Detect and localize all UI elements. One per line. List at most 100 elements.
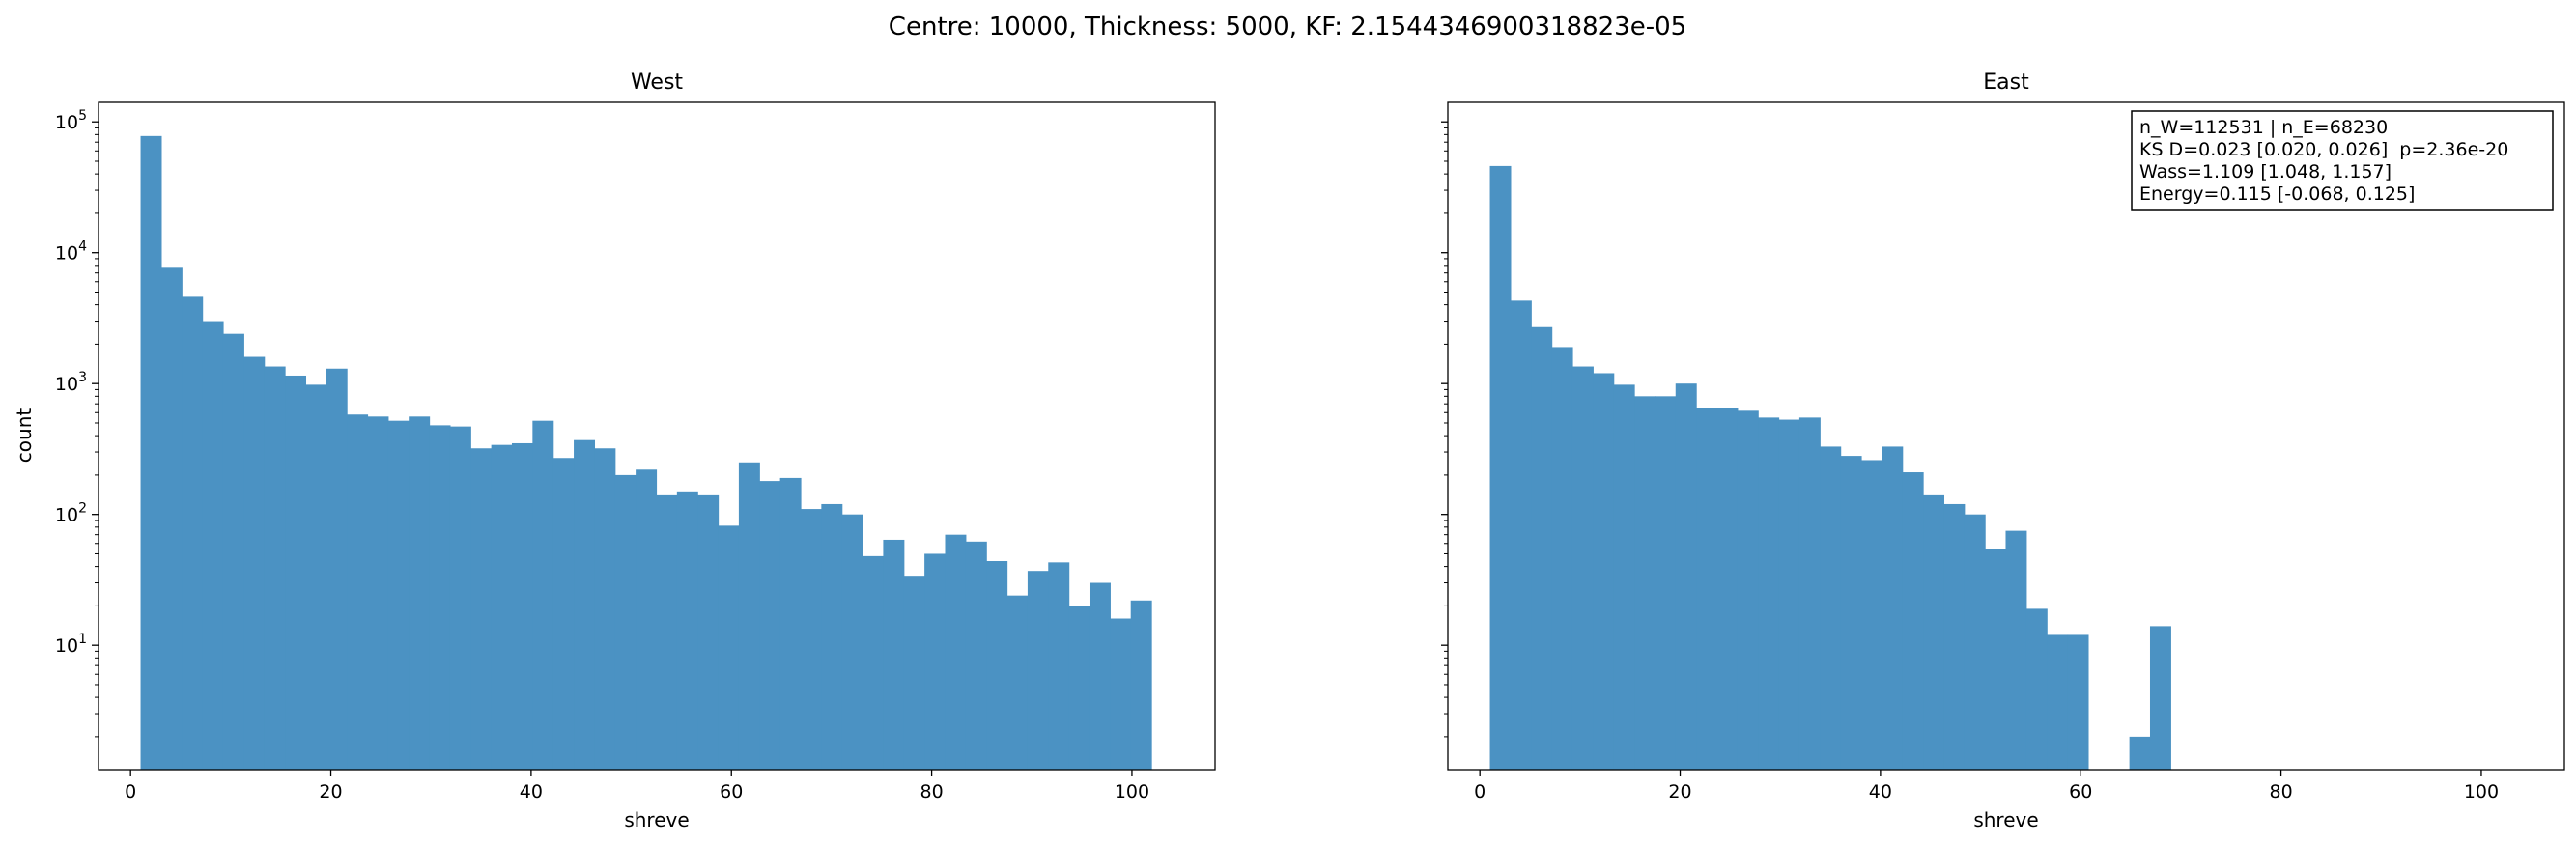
west-bar xyxy=(202,321,224,770)
east-x-tick-label: 0 xyxy=(1474,781,1486,803)
east-bar xyxy=(1737,410,1759,770)
east-bar xyxy=(1675,383,1697,770)
west-x-tick-label: 40 xyxy=(520,781,543,803)
west-bar xyxy=(1110,618,1132,770)
west-ylabel: count xyxy=(13,408,36,464)
west-bar xyxy=(986,561,1008,770)
east-bar xyxy=(1696,408,1718,770)
west-bar xyxy=(387,420,410,770)
west-bar xyxy=(326,368,348,770)
west-xlabel: shreve xyxy=(624,808,689,831)
west-bar xyxy=(697,494,720,770)
east-bar xyxy=(1510,300,1532,770)
stats-line-wass: Wass=1.109 [1.048, 1.157] xyxy=(2139,161,2392,183)
east-y-ticks xyxy=(1441,121,1448,738)
east-bar xyxy=(1613,384,1635,770)
east-bar xyxy=(2047,634,2069,770)
west-bar xyxy=(305,384,327,770)
west-y-tick-label: 104 xyxy=(55,239,87,265)
east-bar xyxy=(1593,373,1615,770)
east-x-ticks: 0 20 40 60 80 100 xyxy=(1474,770,2499,803)
east-bar xyxy=(1571,366,1594,770)
west-bar xyxy=(883,539,905,770)
west-bar xyxy=(821,503,843,770)
west-bar xyxy=(965,541,987,770)
east-x-tick-label: 60 xyxy=(2069,781,2092,803)
east-bar xyxy=(1531,326,1553,770)
east-bar xyxy=(1985,549,2007,770)
west-bar xyxy=(285,375,307,770)
west-bar xyxy=(409,416,431,770)
west-x-tick-label: 20 xyxy=(319,781,342,803)
west-bar xyxy=(347,414,369,770)
west-bar xyxy=(449,426,471,770)
east-x-tick-label: 20 xyxy=(1668,781,1691,803)
west-bar xyxy=(800,509,822,770)
west-x-tick-label: 80 xyxy=(920,781,944,803)
west-bar xyxy=(140,135,162,771)
east-bar xyxy=(1655,396,1677,770)
east-panel: East 0 20 40 60 80 100 shreve n_W=112531 | n_… xyxy=(1441,70,2565,831)
west-bar xyxy=(1006,595,1029,770)
west-bar xyxy=(470,448,493,770)
east-title: East xyxy=(1983,70,2029,95)
east-bar xyxy=(2129,736,2151,770)
east-bar xyxy=(2149,626,2171,770)
west-x-tick-label: 60 xyxy=(720,781,743,803)
west-x-ticks: 0 20 40 60 80 100 xyxy=(125,770,1149,803)
west-bar xyxy=(511,442,533,770)
east-bar xyxy=(1840,456,1862,770)
west-y-tick-label: 103 xyxy=(55,370,87,395)
east-bar xyxy=(2025,608,2048,770)
west-bar xyxy=(759,481,781,770)
west-bar xyxy=(841,514,863,770)
east-bar xyxy=(1634,396,1656,770)
west-bar xyxy=(718,525,740,770)
west-bars xyxy=(140,135,1152,771)
west-bar xyxy=(738,462,760,770)
west-bar xyxy=(243,356,266,770)
stats-line-energy: Energy=0.115 [-0.068, 0.125] xyxy=(2139,183,2415,205)
east-bar xyxy=(1820,446,1842,770)
east-bar xyxy=(2067,634,2089,770)
west-bar xyxy=(429,425,451,770)
west-bar xyxy=(1068,606,1090,770)
west-bar xyxy=(636,469,658,770)
east-bar xyxy=(1964,514,1986,770)
west-bar xyxy=(264,366,286,770)
west-bar xyxy=(779,477,802,770)
east-bar xyxy=(1798,417,1821,770)
figure-suptitle: Centre: 10000, Thickness: 5000, KF: 2.15… xyxy=(889,13,1686,42)
west-bar xyxy=(367,416,389,770)
west-bar xyxy=(924,553,947,770)
west-x-tick-label: 0 xyxy=(125,781,136,803)
east-x-tick-label: 100 xyxy=(2464,781,2499,803)
west-bar xyxy=(182,296,204,770)
west-y-tick-label: 105 xyxy=(55,108,87,133)
east-bar xyxy=(1923,494,1945,770)
west-bar xyxy=(594,448,616,770)
east-bar xyxy=(1489,165,1512,770)
east-bar xyxy=(1943,503,1966,770)
east-bar xyxy=(1860,460,1882,770)
west-y-tick-label: 102 xyxy=(55,501,87,526)
west-bar xyxy=(614,474,637,770)
stats-annotation-box: n_W=112531 | n_E=68230 KS D=0.023 [0.020… xyxy=(2131,110,2554,211)
east-bar xyxy=(1882,446,1904,770)
east-xlabel: shreve xyxy=(1973,808,2038,831)
west-bar xyxy=(945,534,967,770)
west-bar xyxy=(1089,582,1111,770)
east-x-tick-label: 80 xyxy=(2270,781,2293,803)
east-bar xyxy=(1551,347,1573,770)
west-bar xyxy=(532,420,554,770)
west-x-tick-label: 100 xyxy=(1115,781,1149,803)
west-y-tick-label: 101 xyxy=(55,632,87,657)
stats-line-counts: n_W=112531 | n_E=68230 xyxy=(2139,117,2388,138)
east-bar xyxy=(1902,472,1924,770)
east-bars xyxy=(1489,165,2171,770)
west-bar xyxy=(676,491,698,770)
west-title: West xyxy=(631,70,683,95)
east-x-tick-label: 40 xyxy=(1869,781,1892,803)
stats-line-ks: KS D=0.023 [0.020, 0.026] p=2.36e-20 xyxy=(2139,139,2508,160)
